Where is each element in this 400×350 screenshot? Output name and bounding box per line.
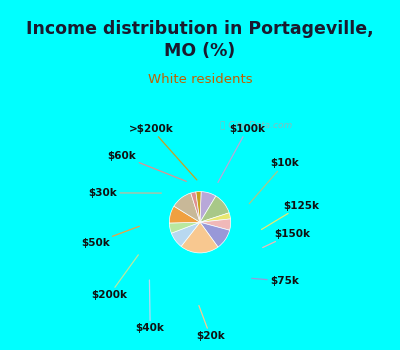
Wedge shape bbox=[200, 219, 231, 230]
Text: $50k: $50k bbox=[81, 226, 139, 248]
Wedge shape bbox=[174, 193, 200, 222]
Text: White residents: White residents bbox=[148, 73, 252, 86]
Wedge shape bbox=[200, 213, 230, 222]
Wedge shape bbox=[181, 222, 218, 253]
Text: $150k: $150k bbox=[263, 229, 310, 247]
Text: $40k: $40k bbox=[136, 280, 165, 333]
Text: $60k: $60k bbox=[108, 151, 186, 181]
Text: $10k: $10k bbox=[249, 159, 299, 204]
Wedge shape bbox=[169, 206, 200, 223]
Wedge shape bbox=[200, 222, 230, 247]
Wedge shape bbox=[171, 222, 200, 246]
Wedge shape bbox=[200, 191, 216, 222]
Text: Income distribution in Portageville,
MO (%): Income distribution in Portageville, MO … bbox=[26, 20, 374, 60]
Text: $75k: $75k bbox=[252, 276, 299, 286]
Wedge shape bbox=[169, 222, 200, 233]
Text: $125k: $125k bbox=[262, 201, 319, 230]
Text: $30k: $30k bbox=[88, 188, 161, 198]
Text: $200k: $200k bbox=[91, 255, 138, 300]
Wedge shape bbox=[196, 191, 201, 222]
Text: >$200k: >$200k bbox=[129, 124, 197, 180]
Text: $100k: $100k bbox=[218, 124, 265, 182]
Wedge shape bbox=[191, 192, 200, 222]
Wedge shape bbox=[200, 196, 229, 222]
Text: $20k: $20k bbox=[196, 306, 224, 341]
Text: ⓘ City-Data.com: ⓘ City-Data.com bbox=[220, 121, 292, 130]
